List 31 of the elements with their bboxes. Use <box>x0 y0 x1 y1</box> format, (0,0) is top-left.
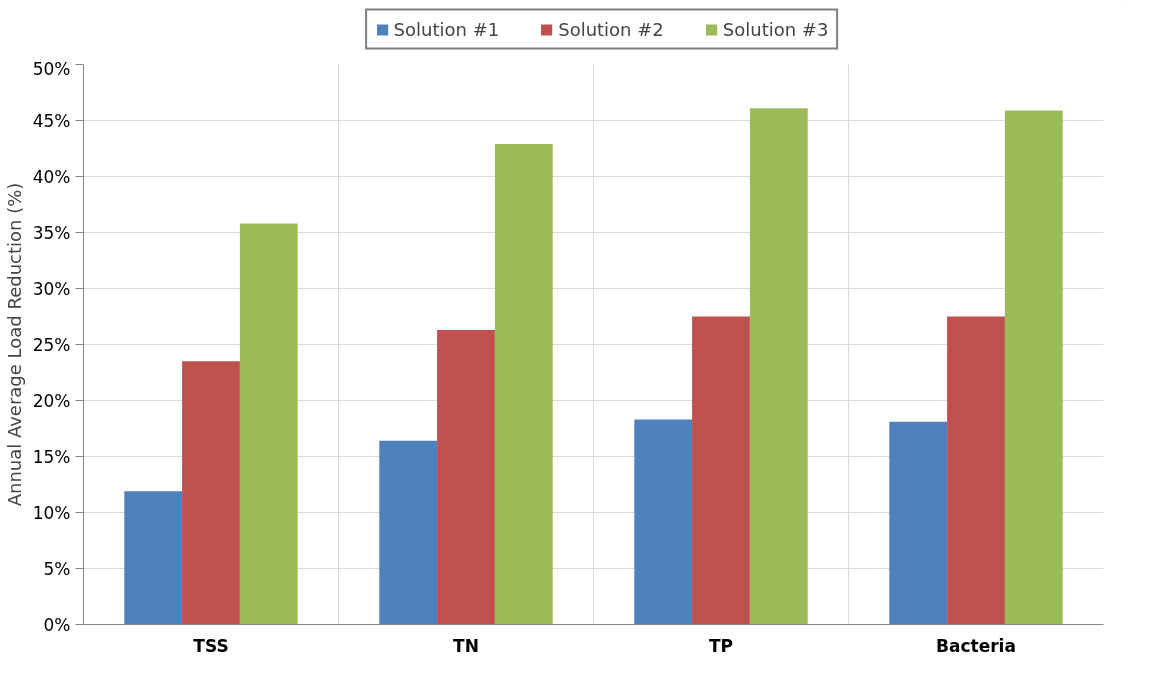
y-axis-title: Annual Average Load Reduction (%) <box>3 182 25 507</box>
bar <box>437 329 495 625</box>
y-tick-label: 45% <box>32 110 71 131</box>
y-tick-label: 35% <box>32 222 71 243</box>
y-tick-label: 40% <box>32 166 71 187</box>
y-tick-label: 30% <box>32 278 71 299</box>
bar <box>634 419 693 625</box>
y-tick-label: 25% <box>32 334 71 355</box>
bar <box>692 316 750 625</box>
bar <box>889 421 948 625</box>
bar <box>182 361 240 625</box>
y-tick-label: 50% <box>32 58 71 79</box>
bar <box>124 491 183 625</box>
x-tick-label: TN <box>453 635 479 656</box>
x-tick-label: TP <box>708 635 734 656</box>
y-tick-label: 5% <box>43 558 71 579</box>
bar <box>947 316 1005 625</box>
bar <box>379 440 438 625</box>
bar <box>239 223 298 625</box>
y-tick-label: 10% <box>32 502 71 523</box>
legend-label: Solution #1 <box>393 18 500 40</box>
bar <box>494 144 553 625</box>
x-tick-label: TSS <box>193 635 229 656</box>
legend-label: Solution #3 <box>722 18 829 40</box>
x-tick-label: Bacteria <box>936 635 1016 656</box>
bar <box>749 108 808 625</box>
y-tick-label: 20% <box>32 390 71 411</box>
bar <box>1004 110 1063 625</box>
y-tick-label: 0% <box>43 614 71 635</box>
y-tick-label: 15% <box>32 446 71 467</box>
legend-label: Solution #2 <box>558 18 664 40</box>
